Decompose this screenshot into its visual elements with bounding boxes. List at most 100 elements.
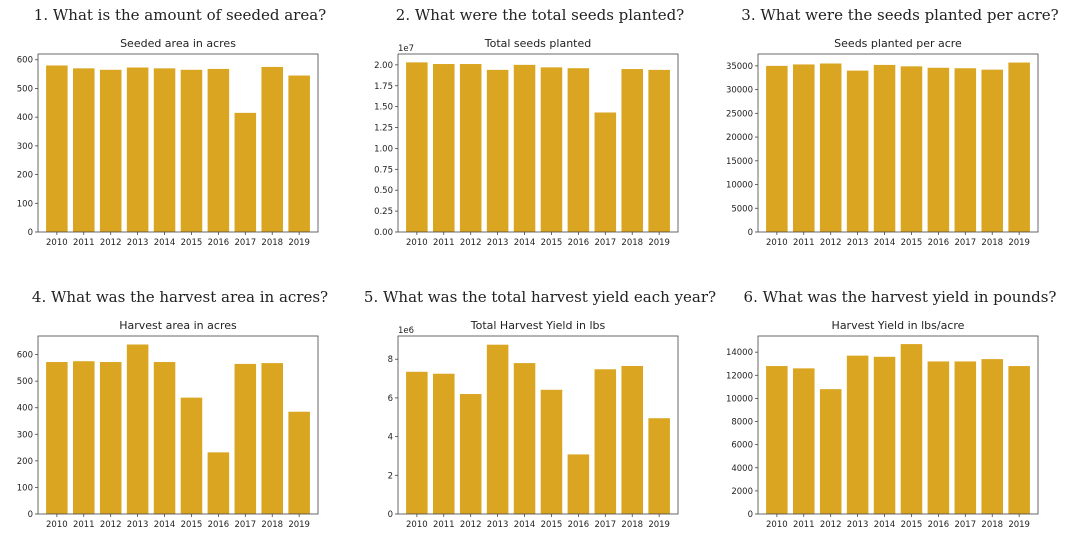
x-tick-label: 2017 bbox=[234, 238, 256, 248]
y-tick-label: 600 bbox=[17, 351, 33, 361]
bar-2012 bbox=[100, 362, 122, 514]
y-tick-label: 0.00 bbox=[374, 228, 393, 238]
y-tick-label: 100 bbox=[17, 483, 33, 493]
x-tick-label: 2010 bbox=[406, 238, 428, 248]
question-heading: 2. What were the total seeds planted? bbox=[360, 6, 720, 24]
bar-2010 bbox=[766, 366, 788, 514]
question-heading: 5. What was the total harvest yield each… bbox=[360, 288, 720, 306]
x-tick-label: 2016 bbox=[568, 520, 590, 530]
bar-chart: Seeds planted per acre 0 5000 10000 15000 200… bbox=[720, 30, 1080, 266]
x-tick-label: 2011 bbox=[433, 520, 455, 530]
y-tick-label: 0.50 bbox=[374, 186, 393, 196]
bar-2014 bbox=[154, 68, 176, 232]
x-tick-label: 2013 bbox=[847, 238, 869, 248]
y-tick-label: 2 bbox=[388, 471, 393, 481]
bar-2012 bbox=[820, 63, 842, 232]
y-tick-label: 10000 bbox=[726, 394, 753, 404]
chart-panel-5: 5. What was the total harvest yield each… bbox=[360, 282, 720, 548]
x-tick-label: 2016 bbox=[568, 238, 590, 248]
y-tick-label: 200 bbox=[17, 171, 33, 181]
x-tick-label: 2014 bbox=[874, 238, 896, 248]
x-tick-label: 2017 bbox=[234, 520, 256, 530]
x-tick-label: 2016 bbox=[928, 238, 950, 248]
bar-2014 bbox=[514, 65, 536, 232]
bar-chart: Total Harvest Yield in lbs 1e6 0 2 4 6 8 2010 20… bbox=[360, 312, 720, 548]
x-tick-label: 2012 bbox=[100, 520, 122, 530]
chart-panel-3: 3. What were the seeds planted per acre?… bbox=[720, 0, 1080, 266]
y-tick-label: 600 bbox=[17, 56, 33, 66]
bar-2013 bbox=[487, 70, 509, 232]
x-tick-label: 2018 bbox=[621, 520, 643, 530]
chart-title: Harvest Yield in lbs/acre bbox=[832, 319, 965, 332]
bar-2011 bbox=[433, 374, 455, 514]
y-tick-label: 400 bbox=[17, 404, 33, 414]
bar-2017 bbox=[955, 68, 977, 232]
x-tick-label: 2018 bbox=[621, 238, 643, 248]
x-tick-label: 2013 bbox=[847, 520, 869, 530]
y-tick-label: 500 bbox=[17, 84, 33, 94]
bar-2016 bbox=[928, 68, 950, 232]
x-tick-label: 2011 bbox=[433, 238, 455, 248]
x-tick-label: 2011 bbox=[793, 238, 815, 248]
y-tick-label: 4000 bbox=[731, 464, 753, 474]
y-tick-label: 6000 bbox=[731, 441, 753, 451]
bar-2019 bbox=[288, 412, 310, 514]
x-tick-label: 2014 bbox=[154, 238, 176, 248]
y-tick-label: 0 bbox=[28, 228, 33, 238]
question-heading: 3. What were the seeds planted per acre? bbox=[720, 6, 1080, 24]
chart-title: Seeded area in acres bbox=[120, 37, 236, 50]
x-tick-label: 2019 bbox=[288, 520, 310, 530]
bar-2013 bbox=[487, 345, 509, 514]
chart-title: Total seeds planted bbox=[484, 37, 591, 50]
bar-2014 bbox=[874, 357, 896, 514]
bar-2019 bbox=[648, 70, 670, 232]
bar-2012 bbox=[100, 70, 122, 232]
x-tick-label: 2019 bbox=[1008, 238, 1030, 248]
x-tick-label: 2018 bbox=[981, 238, 1003, 248]
x-tick-label: 2015 bbox=[181, 238, 203, 248]
y-tick-label: 200 bbox=[17, 457, 33, 467]
x-tick-label: 2013 bbox=[127, 520, 149, 530]
bar-2010 bbox=[406, 372, 428, 514]
bar-2012 bbox=[460, 64, 482, 232]
bar-2011 bbox=[433, 64, 455, 232]
y-tick-label: 1.25 bbox=[374, 124, 393, 134]
y-tick-label: 0.75 bbox=[374, 165, 393, 175]
x-tick-label: 2010 bbox=[766, 520, 788, 530]
x-tick-label: 2012 bbox=[820, 520, 842, 530]
x-tick-label: 2014 bbox=[874, 520, 896, 530]
x-tick-label: 2018 bbox=[261, 520, 283, 530]
chart-panel-4: 4. What was the harvest area in acres? H… bbox=[0, 282, 360, 548]
x-tick-label: 2010 bbox=[406, 520, 428, 530]
bar-2014 bbox=[514, 363, 536, 514]
axis-offset-label: 1e7 bbox=[398, 44, 414, 54]
bar-2017 bbox=[595, 112, 617, 232]
question-heading: 4. What was the harvest area in acres? bbox=[0, 288, 360, 306]
x-tick-label: 2013 bbox=[487, 520, 509, 530]
y-tick-label: 0 bbox=[388, 510, 393, 520]
bar-2017 bbox=[955, 361, 977, 514]
x-tick-label: 2016 bbox=[208, 238, 230, 248]
x-tick-label: 2018 bbox=[981, 520, 1003, 530]
bar-2019 bbox=[288, 76, 310, 232]
bar-2010 bbox=[766, 66, 788, 232]
bar-2016 bbox=[928, 361, 950, 514]
y-tick-label: 25000 bbox=[726, 109, 753, 119]
x-tick-label: 2017 bbox=[954, 238, 976, 248]
bar-2015 bbox=[901, 66, 923, 232]
x-tick-label: 2015 bbox=[901, 520, 923, 530]
bar-2010 bbox=[46, 362, 68, 514]
y-tick-label: 20000 bbox=[726, 133, 753, 143]
bar-2011 bbox=[73, 68, 95, 232]
bar-2014 bbox=[154, 362, 176, 514]
chart-panel-2: 2. What were the total seeds planted? To… bbox=[360, 0, 720, 266]
y-tick-label: 0 bbox=[748, 510, 753, 520]
x-tick-label: 2010 bbox=[46, 238, 68, 248]
y-tick-label: 0 bbox=[748, 228, 753, 238]
bar-2010 bbox=[406, 62, 428, 232]
x-tick-label: 2010 bbox=[46, 520, 68, 530]
y-tick-label: 0 bbox=[28, 510, 33, 520]
bar-2010 bbox=[46, 65, 68, 232]
y-tick-label: 8 bbox=[388, 355, 393, 365]
x-tick-label: 2015 bbox=[901, 238, 923, 248]
